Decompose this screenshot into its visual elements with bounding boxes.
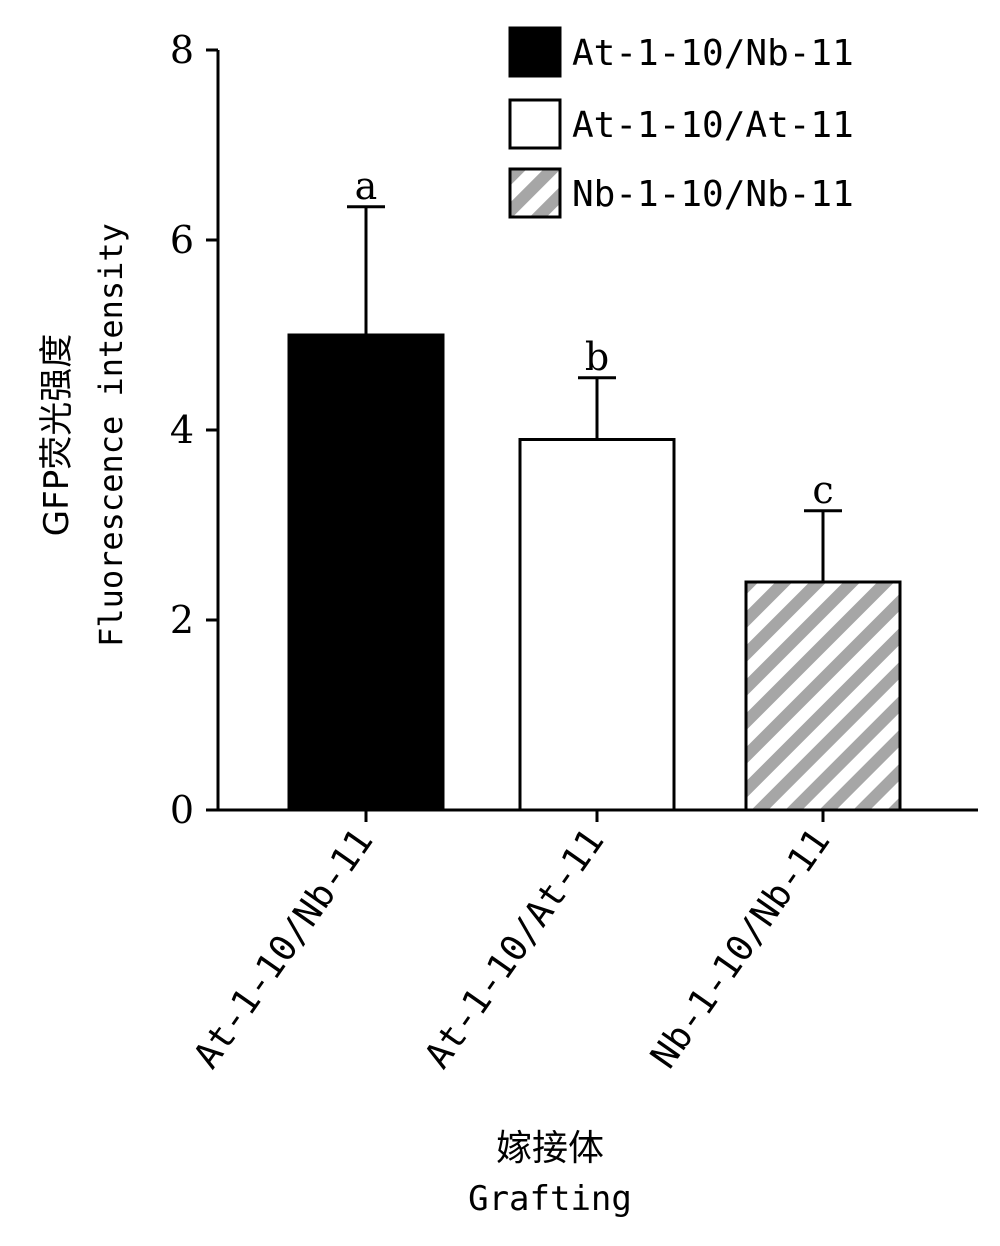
legend-label: At-1-10/At-11 — [572, 105, 854, 146]
bar-3 — [744, 580, 902, 812]
significance-label: b — [585, 335, 609, 379]
y-tick-label: 0 — [170, 788, 194, 832]
y-tick-label: 4 — [170, 408, 194, 452]
x-category-label: At-1-10/At-11 — [417, 822, 612, 1076]
y-tick-label: 8 — [170, 28, 194, 72]
y-tick-label: 2 — [170, 598, 194, 642]
legend-label: At-1-10/Nb-11 — [572, 33, 854, 74]
legend-swatch — [508, 167, 562, 219]
x-category-label: At-1-10/Nb-11 — [186, 822, 381, 1076]
x-axis-title: 嫁接体 Grafting — [468, 1128, 632, 1219]
y-axis-title-en: Fluorescence intensity — [92, 223, 130, 647]
bar-1 — [287, 333, 445, 812]
y-tick-label: 6 — [170, 218, 194, 262]
x-axis-title-en: Grafting — [468, 1179, 632, 1219]
legend-label: Nb-1-10/Nb-11 — [572, 174, 854, 215]
legend-swatch — [508, 98, 562, 150]
bars: a b c — [287, 164, 902, 812]
x-category-label: Nb-1-10/Nb-11 — [643, 822, 838, 1076]
y-axis-title-cn: GFP荧光强度 — [37, 334, 77, 536]
legend: At-1-10/Nb-11 At-1-10/At-11 Nb-1-10/Nb-11 — [508, 26, 854, 219]
x-axis-title-cn: 嫁接体 — [496, 1128, 604, 1169]
bar-2 — [518, 438, 676, 812]
legend-swatch — [508, 26, 562, 78]
significance-label: a — [355, 164, 378, 208]
y-axis-title: GFP荧光强度 Fluorescence intensity — [37, 223, 130, 647]
y-ticks: 0 2 4 6 8 — [170, 28, 218, 832]
significance-label: c — [812, 468, 833, 512]
x-ticks: At-1-10/Nb-11 At-1-10/At-11 Nb-1-10/Nb-11 — [186, 810, 838, 1076]
